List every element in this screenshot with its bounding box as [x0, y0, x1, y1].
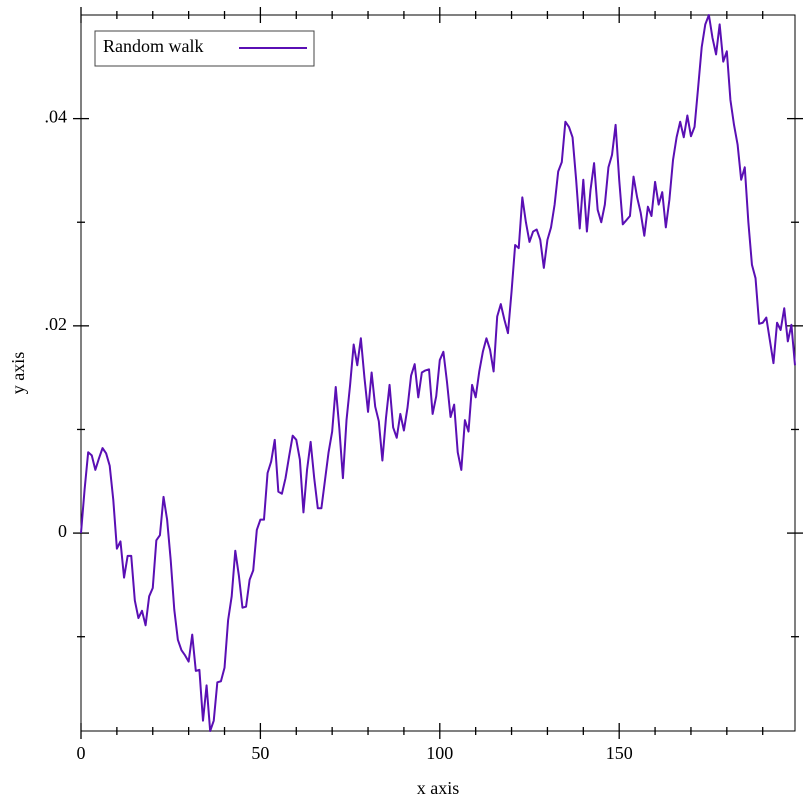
x-tick-label: 150 [606, 743, 633, 763]
x-tick-label: 0 [77, 743, 86, 763]
x-tick-label: 50 [251, 743, 269, 763]
y-tick-label: 0 [58, 521, 67, 541]
legend-label: Random walk [103, 36, 204, 56]
x-axis-label: x axis [417, 778, 460, 798]
plot-frame [80, 14, 796, 732]
y-tick-label: .02 [45, 314, 68, 334]
data-line [80, 14, 796, 732]
y-axis-label: y axis [8, 352, 28, 395]
x-tick-label: 100 [426, 743, 453, 763]
y-tick-label: .04 [45, 107, 68, 127]
